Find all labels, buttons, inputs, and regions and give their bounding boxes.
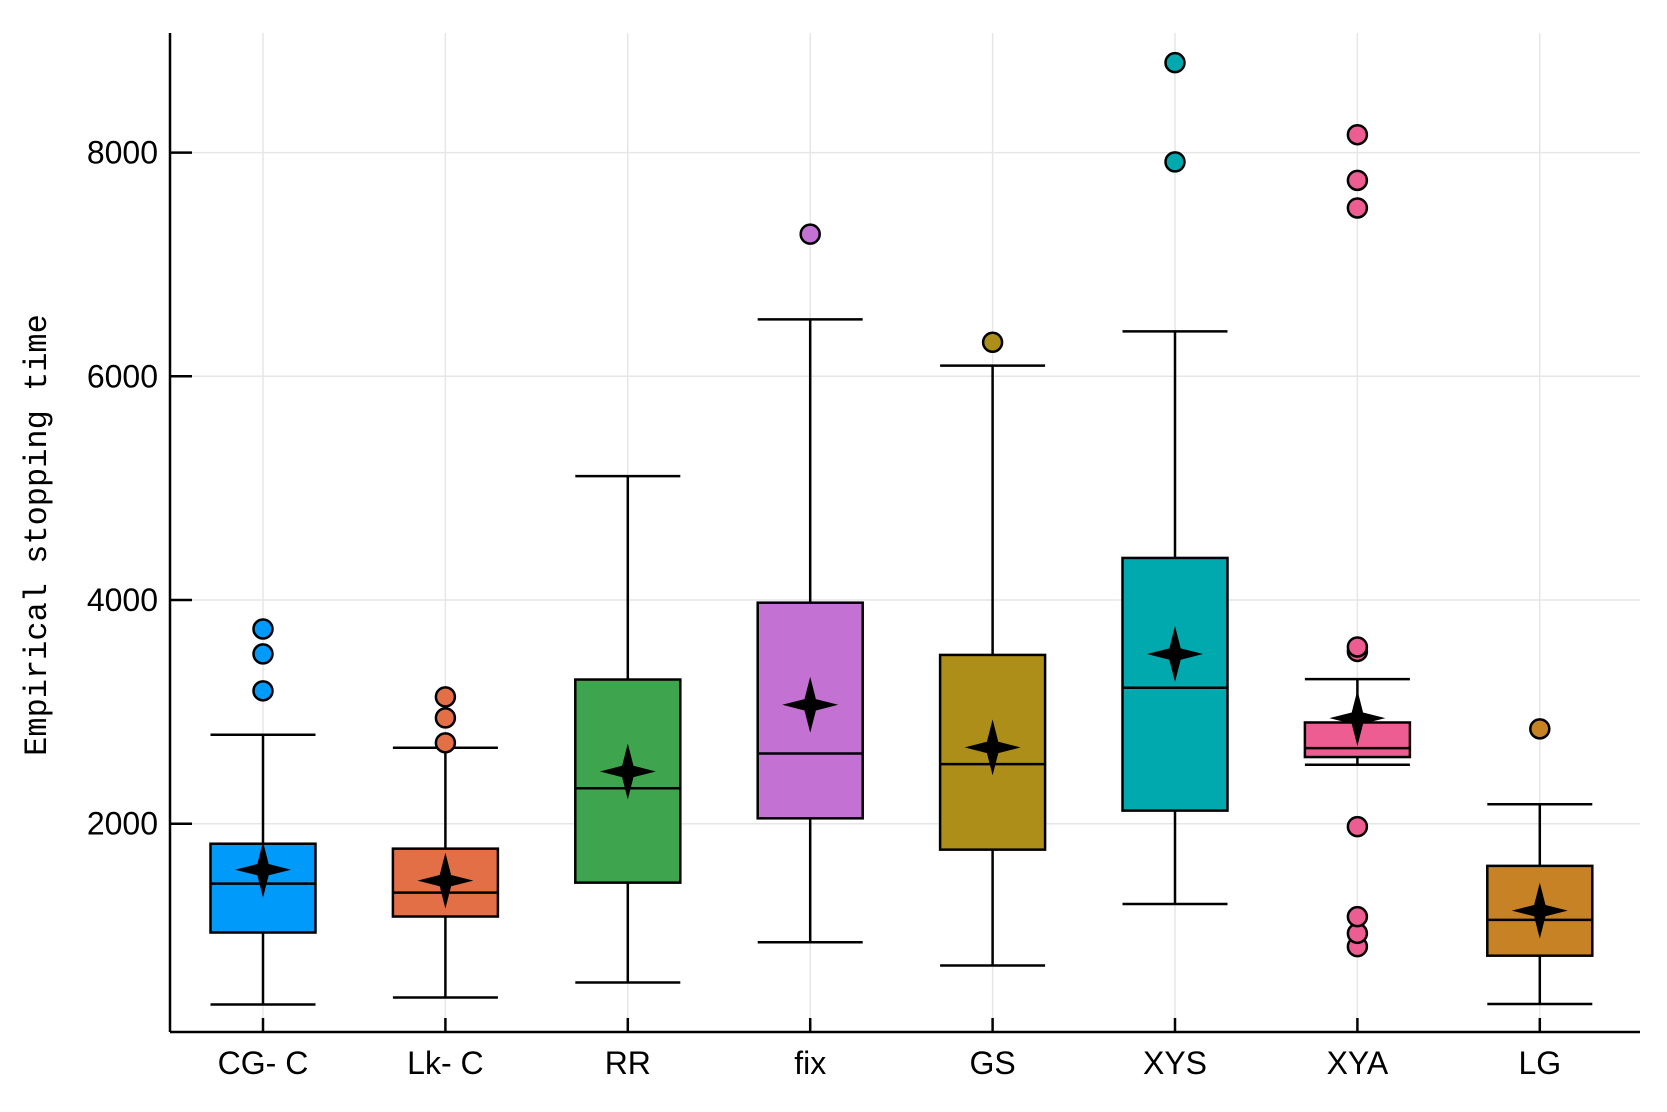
mean-marker bbox=[964, 719, 1021, 776]
outlier-point bbox=[1529, 718, 1551, 740]
x-tick-label: XYS bbox=[1143, 1045, 1207, 1081]
grid-lines bbox=[170, 33, 1640, 1032]
outlier-point bbox=[1346, 905, 1369, 928]
box-gs bbox=[938, 331, 1047, 967]
outlier-point bbox=[1346, 197, 1369, 219]
outlier-point bbox=[252, 618, 274, 640]
y-ticks: 2000 4000 6000 8000 bbox=[87, 135, 192, 842]
outlier-point bbox=[1164, 51, 1186, 74]
outlier-point bbox=[434, 686, 457, 708]
x-tick-label: LG bbox=[1518, 1045, 1561, 1081]
box-series bbox=[209, 51, 1594, 1006]
mean-marker bbox=[1329, 690, 1386, 747]
box-lk-c bbox=[391, 686, 500, 999]
x-tick-label: RR bbox=[605, 1045, 651, 1081]
outlier-point bbox=[1164, 151, 1186, 173]
y-axis-label: Empirical stopping time bbox=[19, 314, 56, 756]
box-xya bbox=[1303, 123, 1412, 958]
x-ticks: CG- C Lk- C RR fix GS XYS XYA LG bbox=[218, 1018, 1561, 1081]
x-tick-label: GS bbox=[969, 1045, 1015, 1081]
iqr-box bbox=[1121, 556, 1229, 812]
mean-marker bbox=[1147, 626, 1203, 682]
y-tick-label: 2000 bbox=[87, 806, 158, 842]
outlier-point bbox=[981, 331, 1004, 354]
outlier-point bbox=[1346, 815, 1369, 838]
x-tick-label: fix bbox=[794, 1045, 826, 1081]
box-cg-c bbox=[209, 618, 317, 1006]
mean-marker bbox=[1511, 882, 1568, 939]
box-xys bbox=[1121, 51, 1229, 906]
x-tick-label: CG- C bbox=[218, 1045, 309, 1081]
x-tick-label: XYA bbox=[1327, 1045, 1389, 1081]
axes bbox=[168, 33, 1640, 1034]
y-tick-label: 4000 bbox=[87, 582, 158, 618]
y-tick-label: 6000 bbox=[87, 358, 158, 394]
box-lg bbox=[1486, 718, 1594, 1006]
mean-marker bbox=[599, 743, 656, 800]
mean-marker bbox=[417, 852, 474, 909]
mean-marker bbox=[235, 841, 291, 898]
box-fix bbox=[756, 223, 864, 944]
outlier-point bbox=[252, 643, 274, 665]
mean-marker bbox=[782, 676, 839, 733]
outlier-point bbox=[1346, 169, 1369, 192]
outlier-point bbox=[799, 223, 821, 245]
y-tick-label: 8000 bbox=[87, 135, 158, 171]
outlier-point bbox=[434, 732, 457, 754]
x-tick-label: Lk- C bbox=[407, 1045, 483, 1081]
box-rr bbox=[574, 474, 682, 984]
outlier-point bbox=[434, 707, 457, 729]
outlier-point bbox=[1346, 636, 1369, 658]
outlier-point bbox=[252, 680, 274, 702]
outlier-point bbox=[1346, 123, 1369, 146]
